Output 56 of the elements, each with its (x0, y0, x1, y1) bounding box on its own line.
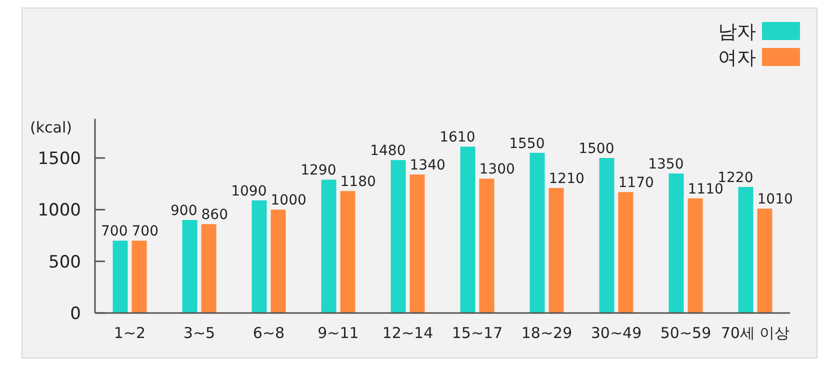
bar (668, 174, 684, 313)
data-label: 1110 (688, 181, 724, 198)
bar (270, 210, 286, 313)
legend-label: 여자 (718, 47, 756, 69)
bar (688, 198, 703, 313)
bar (340, 191, 356, 313)
y-tick-label: 1500 (38, 149, 81, 169)
x-tick-label: 12~14 (382, 324, 434, 342)
data-label: 700 (132, 224, 158, 240)
data-label: 1210 (548, 170, 584, 187)
bar (460, 146, 476, 313)
bar (321, 180, 336, 313)
x-tick-label: 30~49 (590, 324, 642, 342)
data-label: 1350 (648, 156, 684, 172)
data-label: 860 (201, 207, 228, 224)
data-label: 1170 (618, 175, 654, 192)
data-label: 1090 (231, 183, 267, 200)
data-label: 1290 (300, 162, 336, 179)
y-axis-title: (kcal) (30, 118, 72, 137)
x-tick-label: 9~11 (318, 324, 359, 342)
x-tick-label: 1~2 (114, 324, 146, 342)
bar (599, 158, 614, 313)
bar (738, 186, 754, 313)
data-label: 1180 (340, 174, 376, 190)
legend-label: 남자 (718, 21, 756, 43)
bar (132, 240, 147, 313)
y-tick-label: 0 (70, 304, 81, 324)
x-tick-label: 15~17 (452, 324, 503, 342)
data-label: 1000 (270, 192, 306, 209)
bar (479, 178, 494, 313)
data-label: 1010 (757, 192, 793, 208)
y-tick-label: 500 (48, 252, 81, 272)
bar (548, 188, 564, 313)
bar (410, 174, 425, 313)
x-tick-label: 18~29 (521, 324, 572, 342)
x-tick-label: 3~5 (183, 324, 216, 342)
bar (201, 224, 216, 313)
data-label: 900 (170, 203, 198, 219)
bar (252, 200, 267, 313)
x-tick-label: 6~8 (252, 324, 285, 342)
data-label: 1550 (509, 136, 545, 152)
bar (112, 240, 128, 313)
data-label: 1300 (479, 162, 515, 178)
data-label: 1340 (410, 158, 446, 174)
data-label: 1610 (440, 130, 476, 146)
bar (182, 220, 198, 313)
data-label: 1480 (370, 143, 406, 160)
y-tick-label: 1000 (38, 200, 81, 221)
data-label: 1500 (578, 141, 614, 157)
data-label: 700 (101, 224, 128, 240)
bar (390, 160, 406, 313)
x-tick-label: 70세 이상 (720, 324, 790, 342)
bar (530, 152, 545, 313)
bar (757, 208, 772, 313)
x-tick-label: 50~59 (660, 324, 712, 342)
bar (618, 192, 634, 313)
